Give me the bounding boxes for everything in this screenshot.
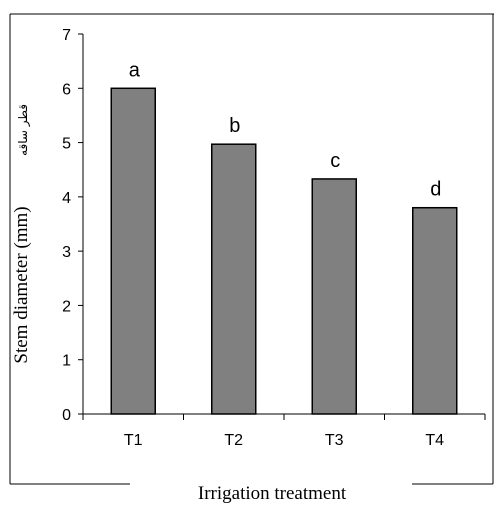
y-axis-title-alt: قطر ساقه bbox=[16, 104, 31, 156]
x-tick-label: T3 bbox=[325, 432, 344, 449]
x-tick-label: T4 bbox=[425, 432, 444, 449]
bars bbox=[110, 87, 458, 415]
y-ticks: 0 1 2 3 4 5 6 7 bbox=[62, 27, 83, 424]
y-tick-label: 5 bbox=[62, 136, 71, 153]
x-tick-label: T1 bbox=[124, 432, 143, 449]
bar-significance-label: a bbox=[129, 59, 141, 81]
bar-labels: a b c d bbox=[129, 59, 442, 200]
x-tick-label: T2 bbox=[224, 432, 243, 449]
bar-t1 bbox=[110, 87, 156, 415]
bar-t2 bbox=[211, 143, 257, 415]
y-tick-label: 4 bbox=[62, 190, 71, 207]
y-tick-label: 0 bbox=[62, 407, 71, 424]
y-tick-label: 1 bbox=[62, 353, 71, 370]
bar-t3 bbox=[311, 178, 357, 415]
y-tick-label: 6 bbox=[62, 81, 71, 98]
y-tick-label: 3 bbox=[62, 244, 71, 261]
x-axis-title: Irrigation treatment bbox=[198, 483, 347, 504]
bar-t4 bbox=[412, 206, 458, 415]
bar-significance-label: b bbox=[229, 115, 240, 137]
x-ticks: T1 T2 T3 T4 bbox=[82, 414, 486, 449]
y-tick-label: 7 bbox=[62, 27, 71, 44]
y-axis-title: Stem diameter (mm) bbox=[11, 206, 32, 363]
bar-significance-label: c bbox=[330, 150, 340, 172]
bar-significance-label: d bbox=[430, 179, 441, 201]
y-tick-label: 2 bbox=[62, 298, 71, 315]
